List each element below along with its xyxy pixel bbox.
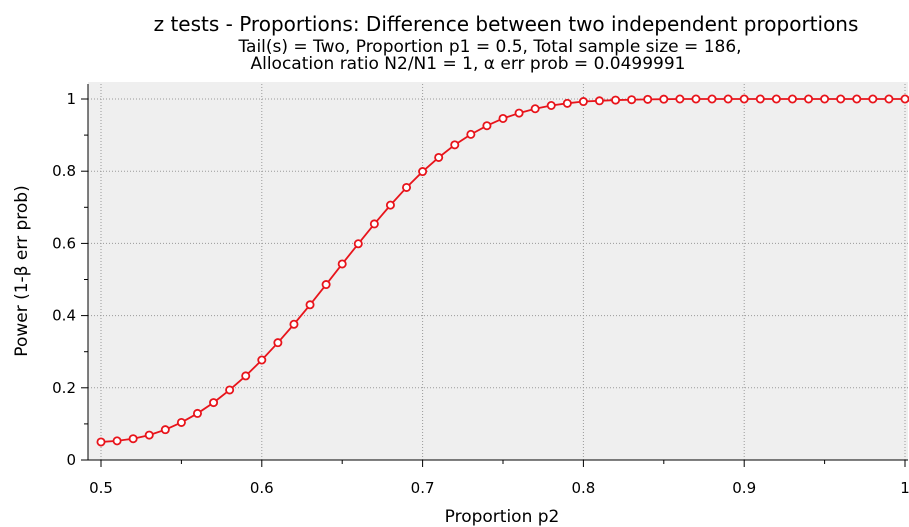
data-point [96, 437, 106, 447]
data-point [627, 95, 637, 105]
y-axis-label: Power (1-β err prob) [12, 185, 32, 356]
y-tick-label: 0.8 [52, 162, 76, 180]
data-point [884, 94, 894, 104]
data-point [402, 182, 412, 192]
y-tick-label: 0.2 [52, 379, 76, 397]
data-point [289, 319, 299, 329]
x-tick-label: 0.5 [89, 479, 113, 497]
data-point [755, 94, 765, 104]
data-point [723, 94, 733, 104]
data-point [192, 408, 202, 418]
data-point [578, 97, 588, 107]
data-point [659, 94, 669, 104]
y-tick-label: 1 [66, 90, 76, 108]
y-tick-label: 0 [66, 451, 76, 469]
data-point [369, 219, 379, 229]
data-point [787, 94, 797, 104]
data-point [128, 434, 138, 444]
data-point [836, 94, 846, 104]
x-tick-label: 0.8 [571, 479, 595, 497]
data-point [675, 94, 685, 104]
x-tick-label: 0.6 [250, 479, 274, 497]
x-tick-label: 1 [900, 479, 909, 497]
x-tick-label: 0.7 [411, 479, 435, 497]
data-point [337, 259, 347, 269]
data-point [707, 94, 717, 104]
data-point [241, 371, 251, 381]
data-point [418, 167, 428, 177]
data-point [804, 94, 814, 104]
data-point [225, 385, 235, 395]
chart-title: z tests - Proportions: Difference betwee… [154, 12, 859, 36]
chart-subtitle-line-1: Tail(s) = Two, Proportion p1 = 0.5, Tota… [237, 37, 741, 57]
data-point [868, 94, 878, 104]
data-point [530, 104, 540, 114]
data-point [562, 98, 572, 108]
data-point [498, 113, 508, 123]
axes [87, 84, 908, 461]
y-tick-label: 0.6 [52, 234, 76, 252]
data-point [739, 94, 749, 104]
data-point [305, 300, 315, 310]
y-axis-ticks: 0 0.2 0.4 0.6 0.8 1 [52, 90, 88, 469]
data-point [900, 94, 909, 104]
data-point [257, 355, 267, 365]
data-point [160, 425, 170, 435]
data-point [611, 95, 621, 105]
data-point [852, 94, 862, 104]
data-point [546, 101, 556, 111]
x-tick-label: 0.9 [732, 479, 756, 497]
data-point [321, 280, 331, 290]
power-series [96, 94, 909, 447]
data-point [466, 129, 476, 139]
data-point [112, 436, 122, 446]
data-point [144, 430, 154, 440]
data-point [385, 200, 395, 210]
data-point [434, 152, 444, 162]
chart-subtitle-line-2: Allocation ratio N2/N1 = 1, α err prob =… [250, 54, 685, 74]
data-point [643, 94, 653, 104]
data-point [273, 338, 283, 348]
data-point [820, 94, 830, 104]
data-point [353, 239, 363, 249]
data-point [514, 108, 524, 118]
data-point [691, 94, 701, 104]
data-point [771, 94, 781, 104]
x-axis-label: Proportion p2 [445, 507, 560, 527]
data-point [594, 96, 604, 106]
data-point [482, 121, 492, 131]
x-axis-ticks: 0.5 0.6 0.7 0.8 0.9 1 [89, 460, 909, 497]
data-point [176, 417, 186, 427]
y-tick-label: 0.4 [52, 307, 76, 325]
data-point [209, 398, 219, 408]
plot-area [88, 82, 908, 460]
data-point [450, 140, 460, 150]
